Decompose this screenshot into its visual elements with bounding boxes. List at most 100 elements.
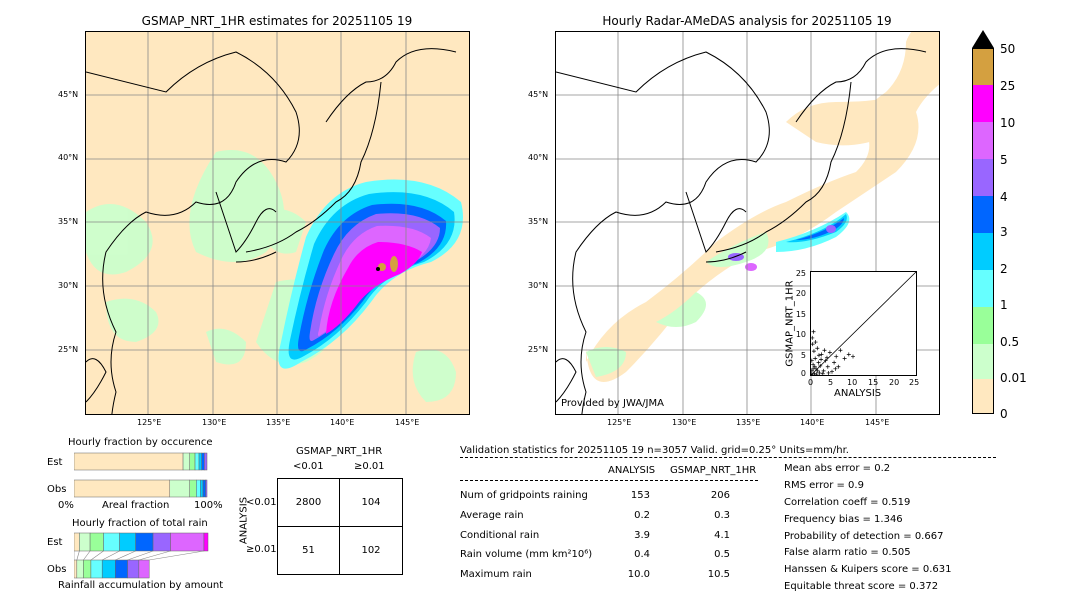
scatter-inset xyxy=(809,271,917,377)
occurrence-est-segment xyxy=(74,452,184,471)
contingency-col-ge: ≥0.01 xyxy=(354,461,385,472)
left-lat-45: 45°N xyxy=(58,90,79,99)
colorbar-band-2-3 xyxy=(972,233,994,270)
cb-tick-0: 0 xyxy=(1000,407,1008,421)
totalrain-obs-label: Obs xyxy=(47,564,67,575)
scatter-point xyxy=(811,366,816,371)
scatter-point xyxy=(811,329,816,334)
left-lon-140: 140°E xyxy=(330,418,355,427)
scatter-xtick-25: 25 xyxy=(909,378,920,387)
score-rmse: RMS error = 0.9 xyxy=(784,480,864,491)
col-analysis: ANALYSIS xyxy=(608,465,656,476)
contingency-col-lt: <0.01 xyxy=(293,461,324,472)
scatter-point xyxy=(816,353,821,358)
occurrence-est-segment xyxy=(204,452,208,471)
totalrain-obs-segment xyxy=(138,559,150,579)
occurrence-axis-left: 0% xyxy=(58,500,74,511)
totalrain-est-segment xyxy=(152,532,171,552)
occurrence-est-segment xyxy=(182,452,190,471)
cb-tick-50: 50 xyxy=(1000,42,1016,56)
scatter-point xyxy=(834,354,839,359)
right-lon-145: 145°E xyxy=(865,418,890,427)
scatter-point xyxy=(830,369,834,374)
stat-label-1: Average rain xyxy=(460,510,524,521)
totalrain-link xyxy=(76,550,80,561)
scatter-xtick-10: 10 xyxy=(847,378,858,387)
scatter-point xyxy=(821,368,826,373)
colorbar-band-1-2 xyxy=(972,270,994,307)
totalrain-obs-segment xyxy=(76,559,84,579)
occurrence-obs-segment xyxy=(200,479,204,498)
occurrence-title: Hourly fraction by occurence xyxy=(68,437,213,448)
score-bias: Frequency bias = 1.346 xyxy=(784,514,903,525)
totalrain-est-segment xyxy=(79,532,91,552)
totalrain-caption: Rainfall accumulation by amount xyxy=(58,580,224,591)
left-lat-35: 35°N xyxy=(58,217,79,226)
occurrence-obs-segment xyxy=(169,479,190,498)
right-map xyxy=(555,31,940,415)
scatter-ytick-25: 25 xyxy=(795,269,806,278)
cb-tick-2: 2 xyxy=(1000,262,1008,276)
stat-gsmap-1: 0.3 xyxy=(714,510,730,521)
right-map-canvas xyxy=(556,32,939,414)
scatter-plot xyxy=(809,271,917,377)
colorbar-band-5-10 xyxy=(972,122,994,159)
occurrence-obs-segment xyxy=(189,479,197,498)
totalrain-link xyxy=(115,550,136,561)
scatter-point xyxy=(823,358,828,363)
scatter-point xyxy=(813,340,818,345)
contingency-title: GSMAP_NRT_1HR xyxy=(296,446,383,457)
colorbar-band-0-001 xyxy=(972,379,994,413)
right-lat-30: 30°N xyxy=(528,281,549,290)
validation-subdivider xyxy=(460,480,758,481)
totalrain-est-segment xyxy=(203,532,209,552)
colorbar-svg xyxy=(972,30,994,414)
totalrain-obs-segment xyxy=(74,559,78,579)
right-lon-135: 135°E xyxy=(736,418,761,427)
colorbar-band-05-1 xyxy=(972,307,994,344)
scatter-point xyxy=(819,352,824,357)
scatter-point xyxy=(825,364,830,369)
totalrain-est-segment xyxy=(135,532,154,552)
totalrain-obs-segment xyxy=(83,559,92,579)
scatter-point xyxy=(820,371,825,376)
left-lon-135: 135°E xyxy=(266,418,291,427)
right-lat-35: 35°N xyxy=(528,217,549,226)
scatter-point xyxy=(815,346,820,351)
stat-analysis-2: 3.9 xyxy=(634,530,650,541)
scatter-point xyxy=(819,357,824,362)
cb-tick-0-5: 0.5 xyxy=(1000,335,1020,349)
totalrain-link xyxy=(102,550,120,561)
left-map xyxy=(85,31,470,415)
contingency-grid: 2800 104 51 102 xyxy=(277,478,403,575)
colorbar xyxy=(972,30,994,414)
cb-tick-4: 4 xyxy=(1000,190,1008,204)
colorbar-extend-arrow xyxy=(972,30,994,48)
totalrain-link xyxy=(127,550,154,561)
colorbar-band-4-5 xyxy=(972,159,994,196)
stat-label-4: Maximum rain xyxy=(460,569,532,580)
scatter-point xyxy=(838,348,843,353)
cb-tick-3: 3 xyxy=(1000,225,1008,239)
scatter-point xyxy=(813,356,818,361)
scatter-point xyxy=(836,364,841,369)
contingency-row-ge: ≥0.01 xyxy=(246,544,277,555)
totalrain-est-segment xyxy=(103,532,120,552)
scatter-point xyxy=(826,370,831,375)
right-lat-45: 45°N xyxy=(528,90,549,99)
stat-gsmap-2: 4.1 xyxy=(714,530,730,541)
totalrain-obs-segment xyxy=(127,559,140,579)
left-map-canvas xyxy=(86,32,469,414)
occurrence-obs-segment xyxy=(196,479,201,498)
cell-ge-lt: 51 xyxy=(302,545,315,556)
col-gsmap: GSMAP_NRT_1HR xyxy=(670,465,757,476)
totalrain-est-segment xyxy=(89,532,104,552)
left-lat-30: 30°N xyxy=(58,281,79,290)
scatter-ylabel: GSMAP_NRT_1HR xyxy=(784,280,796,367)
scatter-point xyxy=(817,370,822,375)
colorbar-band-3-4 xyxy=(972,196,994,233)
scatter-point xyxy=(851,354,855,359)
left-lon-130: 130°E xyxy=(202,418,227,427)
totalrain-obs-segment xyxy=(115,559,128,579)
scatter-point xyxy=(809,358,814,363)
